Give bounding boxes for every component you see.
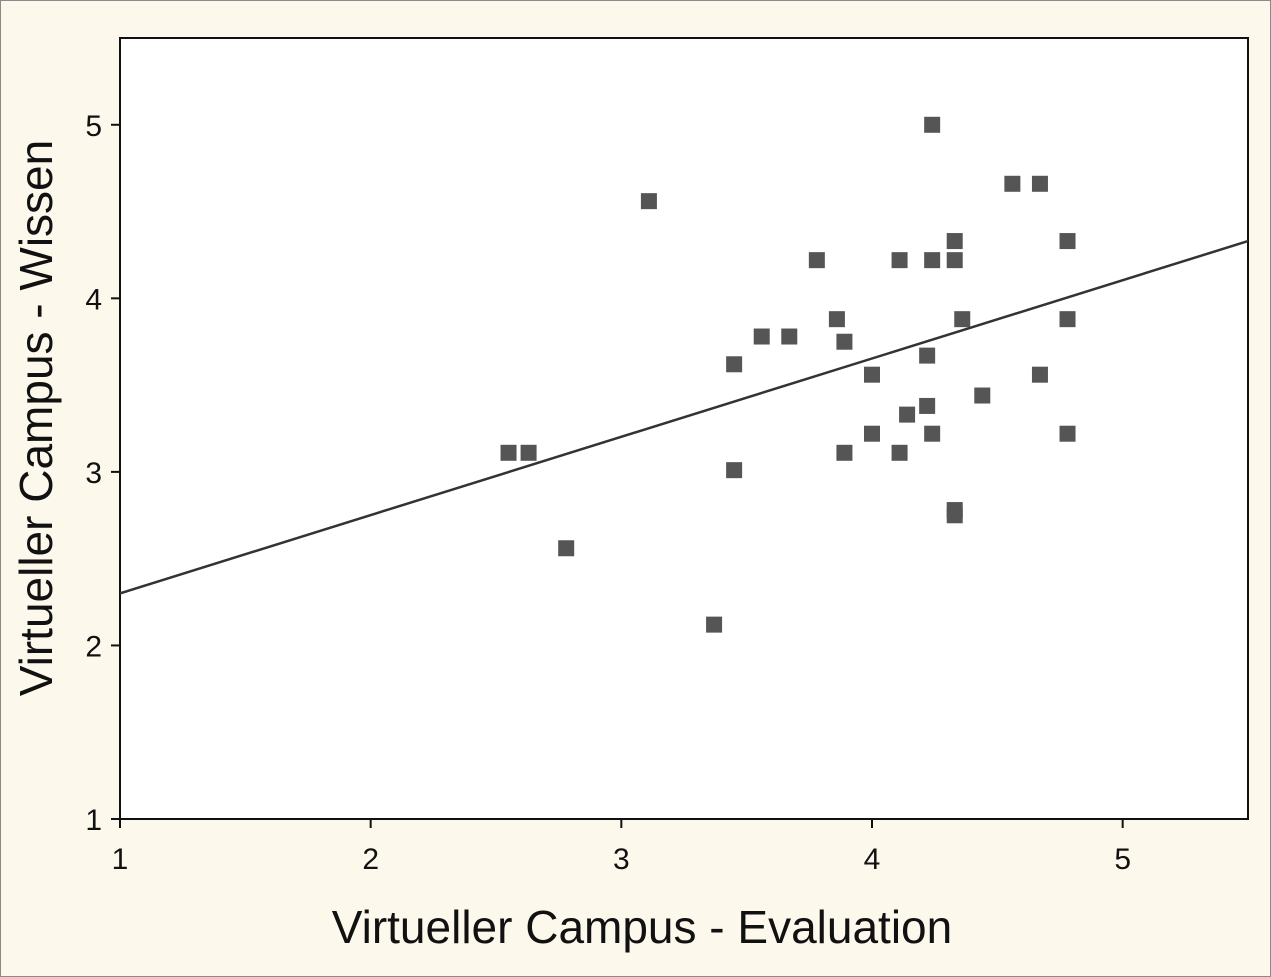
y-tick-label: 4 [85,283,102,316]
data-point [1031,175,1048,192]
data-point [706,616,723,633]
data-point [640,193,657,210]
data-point [891,252,908,269]
data-point [500,444,517,461]
x-tick-label: 3 [613,843,630,876]
data-point [520,444,537,461]
x-tick-label: 5 [1114,843,1131,876]
data-point [891,444,908,461]
data-point [924,425,941,442]
data-point [946,252,963,269]
data-point [558,540,575,557]
data-point [1004,175,1021,192]
x-tick-label: 4 [864,843,881,876]
y-tick-label: 5 [85,110,102,143]
data-point [1059,233,1076,250]
data-point [899,406,916,423]
data-point [781,328,798,345]
data-points [500,116,1076,633]
x-tick-label: 1 [112,843,129,876]
x-axis-title: Virtueller Campus - Evaluation [332,901,952,953]
regression-line-group [119,239,1249,595]
y-tick-label: 2 [85,630,102,663]
data-point [919,397,936,414]
data-point [864,366,880,383]
data-point [974,387,991,404]
data-point [946,507,963,524]
data-point [753,328,770,345]
data-point [1059,311,1076,328]
data-point [924,116,941,133]
x-axis-ticks: 1 2 3 4 5 [112,819,1131,876]
data-point [726,356,743,373]
data-point [828,311,845,328]
plot-area [119,37,1249,820]
data-point [924,252,941,269]
data-point [919,347,936,364]
data-point [836,444,853,461]
data-point [954,311,971,328]
data-point [808,252,825,269]
data-point [1059,425,1076,442]
data-point [836,333,853,350]
data-point [864,425,880,442]
y-tick-label: 3 [85,457,102,490]
regression-line [119,239,1249,595]
data-point [726,462,743,479]
y-axis-ticks: 1 2 3 4 5 [85,110,120,837]
data-point [946,233,963,250]
y-axis-title: Virtueller Campus - Wissen [10,140,62,696]
data-point [1031,366,1048,383]
x-tick-label: 2 [362,843,379,876]
y-tick-label: 1 [85,804,102,837]
